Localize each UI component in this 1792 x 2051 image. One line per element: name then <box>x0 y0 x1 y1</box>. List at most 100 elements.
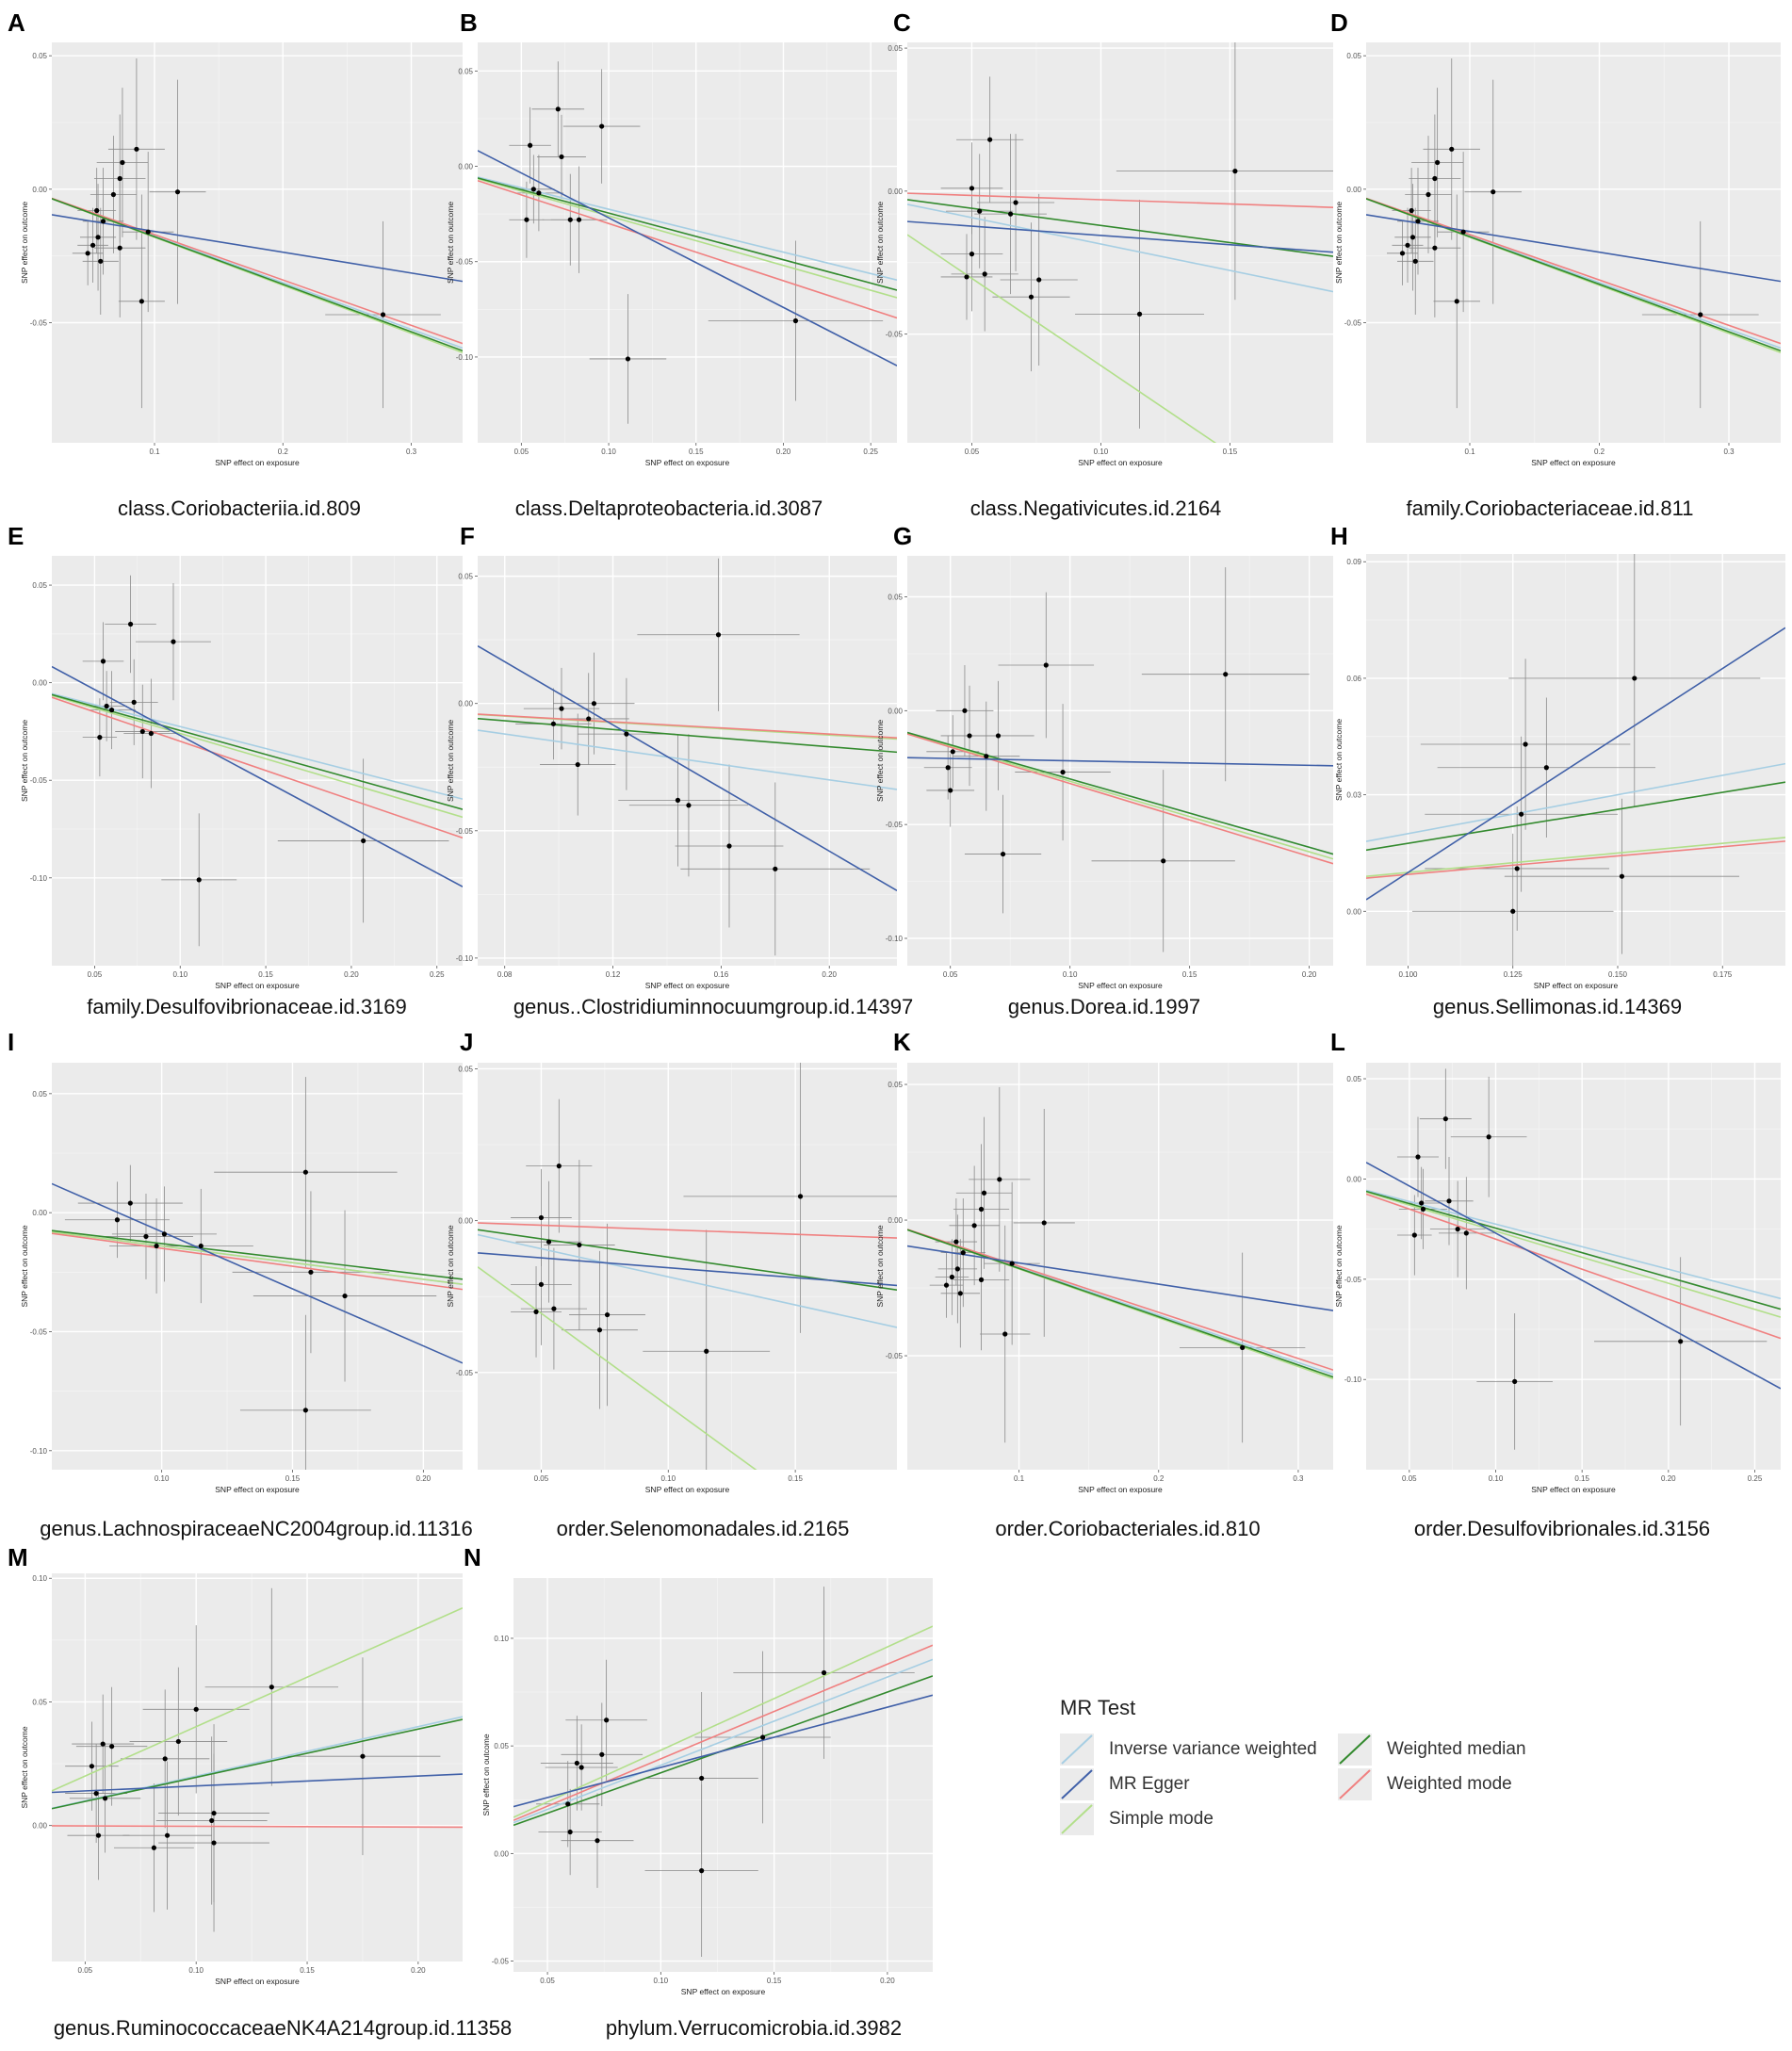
data-point <box>110 191 116 198</box>
y-tick-label: 0.00 <box>458 1217 473 1226</box>
panel-letter: F <box>460 522 475 550</box>
data-point <box>997 1177 1002 1182</box>
x-tick-label: 0.12 <box>606 970 621 979</box>
data-point <box>1405 242 1410 248</box>
panel-letter: B <box>460 8 478 37</box>
legend-key-median <box>1338 1734 1372 1766</box>
data-point <box>131 699 137 705</box>
x-tick-label: 0.10 <box>1063 970 1078 979</box>
data-point <box>308 1269 314 1275</box>
panel-plot-area <box>478 61 897 424</box>
data-point <box>85 251 90 256</box>
y-tick-label: 0.00 <box>888 187 903 196</box>
data-point <box>171 639 176 644</box>
data-point <box>1419 1200 1425 1206</box>
data-point <box>699 1775 705 1782</box>
y-tick-label: -0.05 <box>30 776 48 785</box>
panel-plot-area <box>907 1086 1333 1443</box>
data-point <box>964 274 969 280</box>
x-tick-label: 0.1 <box>1014 1474 1025 1483</box>
data-point <box>524 217 529 222</box>
y-tick-label: 0.00 <box>1346 186 1361 194</box>
data-point <box>302 1169 308 1175</box>
y-tick-label: 0.05 <box>1346 1075 1361 1083</box>
regression-line-simple <box>1366 1191 1781 1318</box>
data-point <box>586 716 592 722</box>
panel-caption: order.Coriobacteriales.id.810 <box>995 1517 1260 1540</box>
data-point <box>533 1309 539 1314</box>
data-point <box>100 659 106 664</box>
data-point <box>1432 245 1438 251</box>
x-axis-title: SNP effect on exposure <box>215 981 300 990</box>
panel-letter: D <box>1330 8 1348 37</box>
regression-line-simple <box>907 234 1217 443</box>
regression-line-median <box>907 731 1333 855</box>
panel-caption: genus.Sellimonas.id.14369 <box>1433 995 1682 1018</box>
y-tick-label: -0.10 <box>30 874 48 883</box>
x-axis-title: SNP effect on exposure <box>1078 458 1163 467</box>
regression-line-median <box>52 198 463 352</box>
data-point <box>704 1348 709 1354</box>
panel-caption: class.Coriobacteriia.id.809 <box>118 496 361 520</box>
data-point <box>102 1796 108 1801</box>
x-tick-label: 0.20 <box>1661 1474 1676 1483</box>
data-point <box>982 271 987 277</box>
regression-line-mode <box>478 179 897 319</box>
y-tick-label: 0.05 <box>32 52 47 60</box>
panel-background <box>907 556 1333 966</box>
x-tick-label: 0.15 <box>788 1474 803 1483</box>
y-axis-title: SNP effect on outcome <box>20 720 29 802</box>
x-tick-label: 0.10 <box>1094 448 1109 456</box>
data-point <box>1060 769 1066 775</box>
panel-plot-area <box>907 567 1333 952</box>
data-point <box>97 735 103 741</box>
data-point <box>528 142 533 148</box>
data-point <box>139 728 145 735</box>
panel-H: 0.100 0.125 0.150 0.175 0.00 0.03 0.06 0.09 SNP … <box>1330 522 1785 1018</box>
y-tick-label: -0.05 <box>456 827 474 836</box>
data-point <box>145 229 151 235</box>
y-tick-label: 0.00 <box>1346 1175 1361 1183</box>
y-tick-label: -0.05 <box>886 1352 904 1360</box>
panel-plot-area <box>513 1587 933 1958</box>
data-point <box>599 123 605 129</box>
x-tick-label: 0.10 <box>660 1474 676 1483</box>
data-point <box>950 749 955 755</box>
data-point <box>117 245 122 251</box>
panel-plot-area <box>52 58 463 409</box>
x-tick-label: 0.20 <box>880 1977 895 1985</box>
y-tick-label: -0.05 <box>456 1369 474 1377</box>
data-point <box>969 186 975 191</box>
legend-key-ivw <box>1060 1734 1094 1766</box>
x-tick-label: 0.05 <box>943 970 958 979</box>
data-point <box>538 1214 545 1221</box>
panel-F: 0.08 0.12 0.16 0.20 -0.10 -0.05 0.00 0.05 SNP ef… <box>446 522 913 1018</box>
legend-label: Inverse variance weighted <box>1109 1739 1317 1759</box>
regression-line-mode <box>907 192 1333 208</box>
x-tick-label: 0.125 <box>1504 970 1523 979</box>
x-tick-label: 0.2 <box>278 448 289 456</box>
data-point <box>574 1760 579 1766</box>
data-point <box>209 1817 215 1824</box>
data-point <box>175 1738 181 1745</box>
panel-background <box>513 1578 933 1972</box>
regression-line-median <box>1366 198 1781 352</box>
data-point <box>380 312 386 317</box>
y-tick-label: 0.05 <box>888 1081 903 1089</box>
data-point <box>95 1832 102 1838</box>
regression-line-mode <box>478 1222 897 1239</box>
regression-line-simple <box>52 694 463 819</box>
data-point <box>361 838 367 844</box>
x-tick-label: 0.15 <box>258 970 273 979</box>
data-point <box>1425 191 1431 198</box>
data-point <box>120 159 125 166</box>
data-point <box>1415 1154 1421 1160</box>
panel-M: 0.05 0.10 0.15 0.20 0.00 0.05 0.10 SNP effect o… <box>8 1543 512 2040</box>
x-tick-label: 0.2 <box>1594 448 1605 456</box>
x-tick-label: 0.3 <box>1293 1474 1304 1483</box>
regression-line-egger <box>478 1252 897 1287</box>
data-point <box>98 258 104 264</box>
regression-line-simple <box>907 732 1333 860</box>
regression-line-egger <box>52 1773 463 1794</box>
x-axis-title: SNP effect on exposure <box>645 1485 730 1494</box>
